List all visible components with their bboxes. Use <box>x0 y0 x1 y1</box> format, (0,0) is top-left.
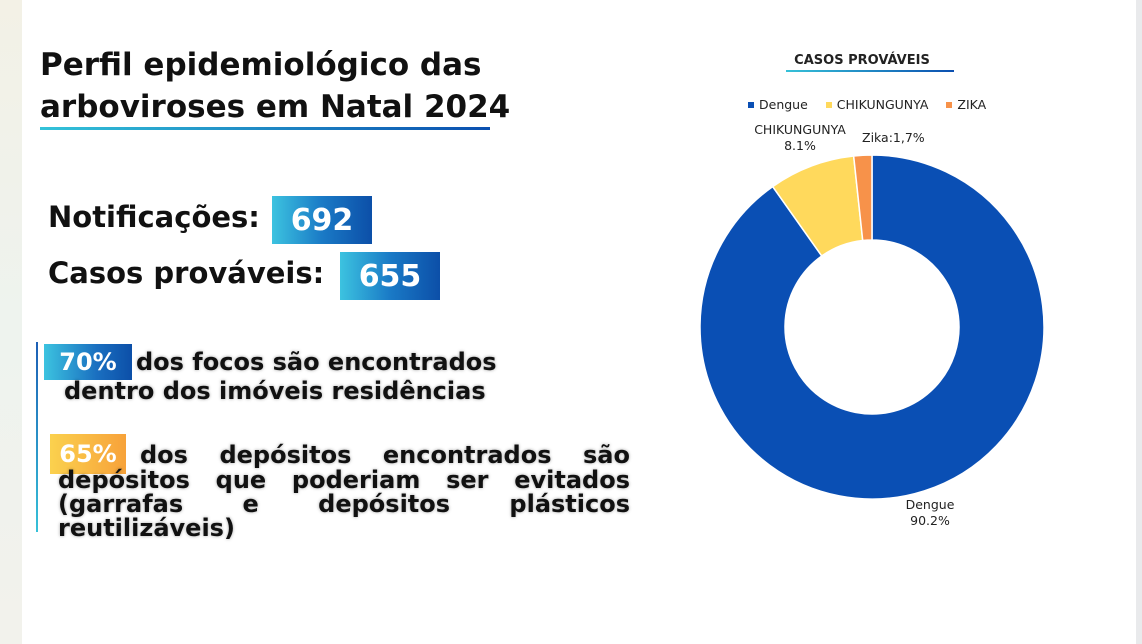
legend-item-chikungunya: CHIKUNGUNYA <box>825 97 929 112</box>
fact1-percent-badge: 70% <box>44 344 132 380</box>
casos-provaveis-label: Casos prováveis: <box>48 256 325 290</box>
chart-legend: Dengue CHIKUNGUNYA ZIKA <box>748 97 986 112</box>
legend-item-zika: ZIKA <box>946 97 986 112</box>
fact1-text-line2: dentro dos imóveis residências <box>64 377 486 405</box>
casos-provaveis-value: 655 <box>340 252 440 300</box>
fact2-text-line3: (garrafas e depósitos plásticos reutiliz… <box>58 490 630 542</box>
data-label-dengue-name: Dengue <box>905 497 955 512</box>
chart-title: CASOS PROVÁVEIS <box>794 53 930 68</box>
fact2-text-rest: depósitos que poderiam ser evitados (gar… <box>58 468 630 540</box>
legend-label-dengue: Dengue <box>759 97 808 112</box>
facts-divider-line <box>36 342 38 532</box>
donut-chart <box>699 154 1045 500</box>
legend-label-zika: ZIKA <box>957 97 987 112</box>
fact2-text-line2: depósitos que poderiam ser evitados <box>58 466 630 494</box>
data-label-zika: Zika:1,7% <box>862 130 925 145</box>
page-title: Perfil epidemiológico das arboviroses em… <box>40 44 510 128</box>
left-decorative-strip <box>0 0 22 644</box>
fact1-text-line1: dos focos são encontrados <box>136 348 497 376</box>
legend-swatch-dengue <box>748 101 754 108</box>
fact2-text-line1: dos depósitos encontrados são <box>140 441 630 469</box>
legend-label-chikungunya: CHIKUNGUNYA <box>836 97 929 112</box>
chart-title-underline <box>786 70 954 72</box>
data-label-dengue-value: 90.2% <box>910 513 950 528</box>
slice-dengue <box>699 154 1045 500</box>
data-label-chikungunya-name: CHIKUNGUNYA <box>754 122 846 137</box>
data-label-chikungunya: CHIKUNGUNYA 8.1% <box>748 122 852 154</box>
right-edge-strip <box>1136 0 1142 644</box>
legend-item-dengue: Dengue <box>748 97 808 112</box>
title-line-2: arboviroses em Natal 2024 <box>40 89 511 125</box>
notificacoes-label: Notificações: <box>48 200 260 234</box>
title-line-1: Perfil epidemiológico das <box>40 47 482 83</box>
title-underline <box>40 127 490 130</box>
fact2-percent-badge: 65% <box>50 434 126 474</box>
legend-swatch-zika <box>946 101 953 108</box>
slice-zika <box>852 154 873 242</box>
legend-swatch-chikungunya <box>825 101 832 108</box>
data-label-dengue: Dengue 90.2% <box>892 497 968 529</box>
data-label-chikungunya-value: 8.1% <box>784 138 816 153</box>
notificacoes-value: 692 <box>272 196 372 244</box>
